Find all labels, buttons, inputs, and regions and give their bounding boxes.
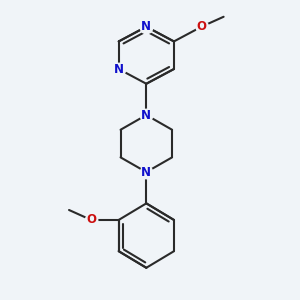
Text: N: N	[141, 166, 151, 178]
Text: O: O	[196, 20, 206, 33]
Text: O: O	[86, 213, 96, 226]
Text: N: N	[141, 20, 151, 33]
Text: N: N	[141, 109, 151, 122]
Text: N: N	[114, 62, 124, 76]
